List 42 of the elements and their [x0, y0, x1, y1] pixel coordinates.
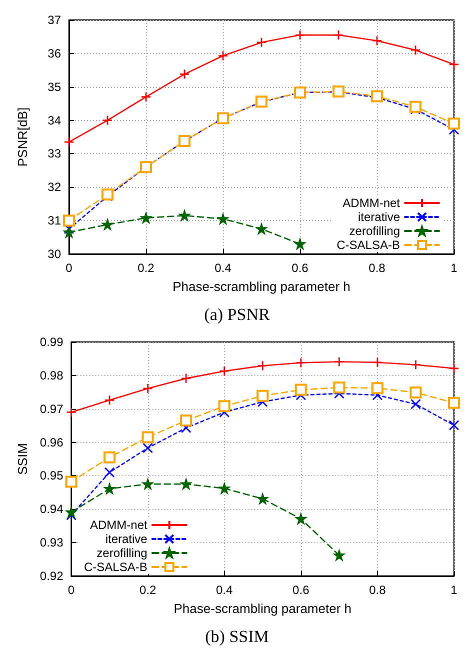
y-tick-label: 0.94: [40, 502, 64, 516]
x-tick-label: 1: [450, 583, 458, 597]
x-tick-label: 0.2: [138, 261, 155, 275]
x-tick-label: 0.2: [139, 583, 156, 597]
y-tick-label: 34: [48, 113, 62, 128]
y-tick-label: 0.93: [40, 536, 64, 550]
x-axis-title: Phase-scrambling parameter h: [172, 279, 350, 294]
legend-label: zerofilling: [96, 546, 148, 560]
y-tick-label: 0.95: [40, 468, 64, 483]
legend-label: ADMM-net: [90, 518, 148, 532]
y-tick-label: 30: [48, 247, 62, 261]
y-tick-label: 0.92: [40, 569, 64, 583]
y-tick-label: 33: [48, 146, 62, 161]
x-tick-label: 0.4: [216, 583, 234, 597]
legend-label: ADMM-net: [342, 196, 401, 210]
y-tick-label: 0.97: [40, 402, 64, 416]
x-tick-label: 1: [450, 261, 458, 275]
y-tick-label: 0.96: [40, 435, 64, 450]
y-tick-label: 31: [48, 214, 62, 228]
x-tick-label: 0.4: [214, 261, 232, 275]
x-axis-title: Phase-scrambling parameter h: [174, 601, 352, 616]
y-axis-title: PSNR[dB]: [15, 107, 30, 167]
x-tick-label: 0: [68, 583, 75, 597]
y-tick-label: 0.98: [40, 368, 64, 382]
x-tick-label: 0.8: [368, 261, 386, 275]
legend-label: C-SALSA-B: [84, 560, 148, 574]
y-tick-label: 37: [48, 13, 62, 27]
y-tick-label: 36: [48, 46, 62, 60]
text: (a) PSNR: [204, 305, 270, 324]
x-tick-label: 0.8: [369, 583, 386, 597]
y-axis-title: SSIM: [15, 443, 30, 475]
y-tick-label: 32: [48, 180, 62, 194]
legend-label: zerofilling: [349, 224, 400, 238]
y-tick-label: 35: [48, 80, 62, 94]
legend-label: iterative: [358, 210, 400, 224]
legend-label: C-SALSA-B: [336, 238, 400, 252]
x-tick-label: 0.6: [292, 261, 309, 275]
y-tick-label: 0.99: [40, 335, 64, 349]
text: (b) SSIM: [205, 627, 269, 646]
x-tick-label: 0: [66, 261, 73, 275]
x-tick-label: 0.6: [292, 583, 310, 597]
legend-label: iterative: [105, 532, 148, 546]
